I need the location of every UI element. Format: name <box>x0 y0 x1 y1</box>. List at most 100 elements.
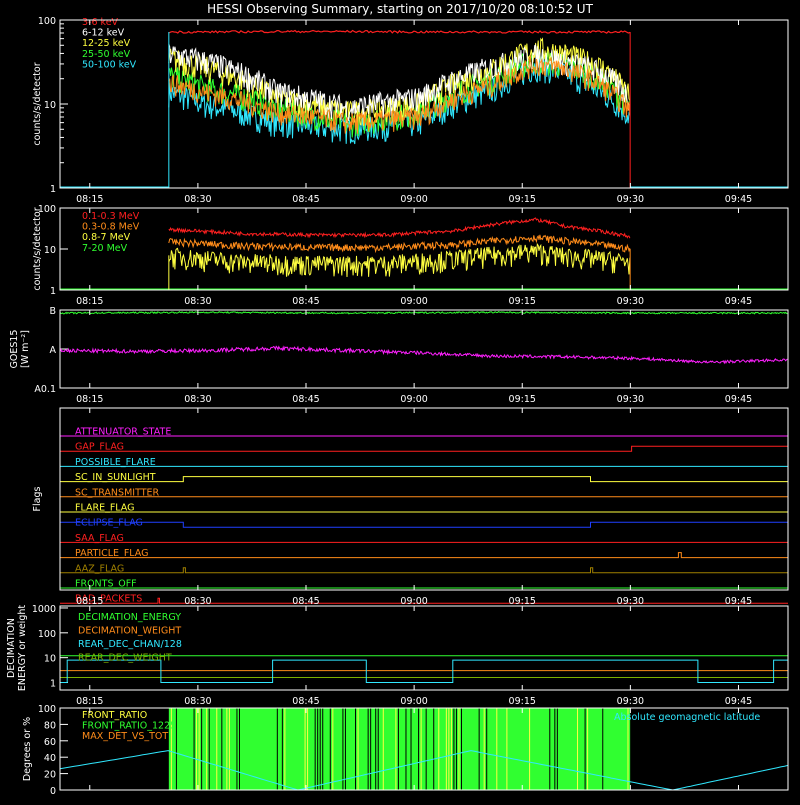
y-tick-label: 100 <box>38 204 56 215</box>
flag-label: FRONTS_OFF <box>75 579 137 590</box>
y-tick-label: 1 <box>50 679 56 690</box>
x-tick-label: 09:30 <box>617 394 644 405</box>
panel-goes: A0.1 A B GOES15 [W m⁻²] 08:15 08:30 08:45 09:00 0… <box>9 306 789 405</box>
y-tick-label: 20 <box>44 770 56 781</box>
x-tick-label: 09:15 <box>509 296 536 307</box>
panel-ratios: 0 20 40 60 80 100 Degrees or % FRONT_RATIOFRONT… <box>22 704 789 797</box>
legend-entry: 6-12 keV <box>82 28 125 39</box>
flag-line <box>60 597 788 604</box>
x-tick-label: 09:30 <box>617 596 644 607</box>
y-axis-unit: [W m⁻²] <box>20 330 31 368</box>
x-tick-label: 09:30 <box>617 296 644 307</box>
legend-entry: DECIMATION_ENERGY <box>78 612 181 623</box>
x-tick-label: 08:30 <box>184 296 211 307</box>
x-tick-label: 09:15 <box>509 696 536 707</box>
flag-label: PARTICLE_FLAG <box>75 548 148 559</box>
flag-label: FLARE_FLAG <box>75 503 135 514</box>
series-line <box>168 234 631 254</box>
x-tick-label: 09:45 <box>725 394 752 405</box>
y-axis-label-2: ENERGY or weight <box>17 605 28 691</box>
y-tick-label: A <box>50 345 57 356</box>
x-tick-label: 09:00 <box>400 696 427 707</box>
legend-entry: 0.3-0.8 MeV <box>82 222 140 233</box>
x-tick-label: 08:45 <box>292 296 319 307</box>
x-tick-label: 08:45 <box>292 696 319 707</box>
figure-title: HESSI Observing Summary, starting on 201… <box>207 2 593 16</box>
y-axis-label: counts/s/detector <box>32 62 43 145</box>
legend-entry: MAX_DET_VS_TOT <box>82 731 168 742</box>
y-tick-label: 0 <box>50 786 56 797</box>
legend-entry: REAR_DEC_WEIGHT <box>78 653 172 664</box>
y-tick-label: 1 <box>50 184 56 195</box>
x-tick-label: 08:15 <box>76 296 103 307</box>
x-tick-label: 08:45 <box>292 394 319 405</box>
flag-line <box>60 445 788 452</box>
x-tick-label: 08:45 <box>292 596 319 607</box>
series-line <box>168 242 631 278</box>
series-line-3-6kev <box>168 29 631 34</box>
y-tick-label: 40 <box>44 753 56 764</box>
flag-line <box>60 521 788 528</box>
x-tick-label: 08:15 <box>76 194 103 205</box>
legend-entry: FRONT_RATIO <box>82 710 147 721</box>
panel-flags-frame <box>59 407 789 591</box>
series-line-orange <box>168 54 631 134</box>
x-tick-label: 09:15 <box>509 596 536 607</box>
goes-long-line <box>59 310 788 315</box>
legend-entry: FRONT_RATIO_1225 <box>82 721 176 732</box>
panel-ratios-frame <box>59 707 789 791</box>
flag-line <box>60 476 788 483</box>
flag-label: ECLIPSE_FLAG <box>75 518 143 529</box>
y-tick-label: 60 <box>44 737 56 748</box>
x-tick-label: 08:15 <box>76 696 103 707</box>
x-tick-label: 08:15 <box>76 596 103 607</box>
legend-entry: 7-20 MeV <box>82 243 128 254</box>
y-axis-label: GOES15 <box>9 330 20 369</box>
legend-entry: 50-100 keV <box>82 59 137 70</box>
flag-label: SC_TRANSMITTER <box>75 487 160 498</box>
x-tick-label: 08:15 <box>76 394 103 405</box>
flag-label: AAZ_FLAG <box>75 563 124 574</box>
x-tick-label: 09:00 <box>400 194 427 205</box>
series-line <box>168 217 631 239</box>
flag-label: POSSIBLE_FLARE <box>75 457 156 468</box>
y-tick-label: 100 <box>38 16 56 27</box>
legend-entry: DECIMATION_WEIGHT <box>78 626 181 637</box>
y-tick-label: B <box>49 306 56 317</box>
legend-entry-geomagnetic: Absolute geomagnetic latitude <box>614 712 760 723</box>
y-tick-label: 10 <box>44 245 56 256</box>
series-line <box>168 37 631 126</box>
flag-label: ATTENUATOR_STATE <box>75 427 171 438</box>
panel-lowe-frame <box>59 19 789 189</box>
flag-label: SAA_FLAG <box>75 533 124 544</box>
front-ratio-1225-fill <box>168 708 631 790</box>
y-tick-label: A0.1 <box>34 384 56 395</box>
flag-label: GAP_FLAG <box>75 442 124 453</box>
y-tick-label: 100 <box>38 704 56 715</box>
y-tick-label: 100 <box>38 629 56 640</box>
flag-label: BAD_PACKETS <box>75 594 142 605</box>
legend-entry: 3-6 keV <box>82 17 119 28</box>
legend-entry: 0.8-7 MeV <box>82 232 131 243</box>
x-tick-label: 08:30 <box>184 596 211 607</box>
x-tick-label: 09:45 <box>725 296 752 307</box>
y-axis-label: DECIMATION <box>6 618 17 678</box>
y-tick-label: 80 <box>44 720 56 731</box>
x-tick-label: 09:00 <box>400 596 427 607</box>
y-tick-label: 10 <box>44 654 56 665</box>
flag-label: SC_IN_SUNLIGHT <box>75 472 156 483</box>
panel-goes-frame <box>59 309 789 389</box>
x-tick-label: 08:30 <box>184 194 211 205</box>
geomagnetic-latitude-line <box>59 750 789 791</box>
x-tick-label: 09:45 <box>725 696 752 707</box>
goes-short-line <box>59 345 788 365</box>
legend-entry: 12-25 keV <box>82 38 131 49</box>
x-tick-label: 09:00 <box>400 394 427 405</box>
y-axis-label: Flags <box>32 486 43 511</box>
x-tick-label: 09:45 <box>725 194 752 205</box>
panel-flags: Flags ATTENUATOR_STATE GAP_FLAG POSSIBLE_FL… <box>32 407 789 607</box>
